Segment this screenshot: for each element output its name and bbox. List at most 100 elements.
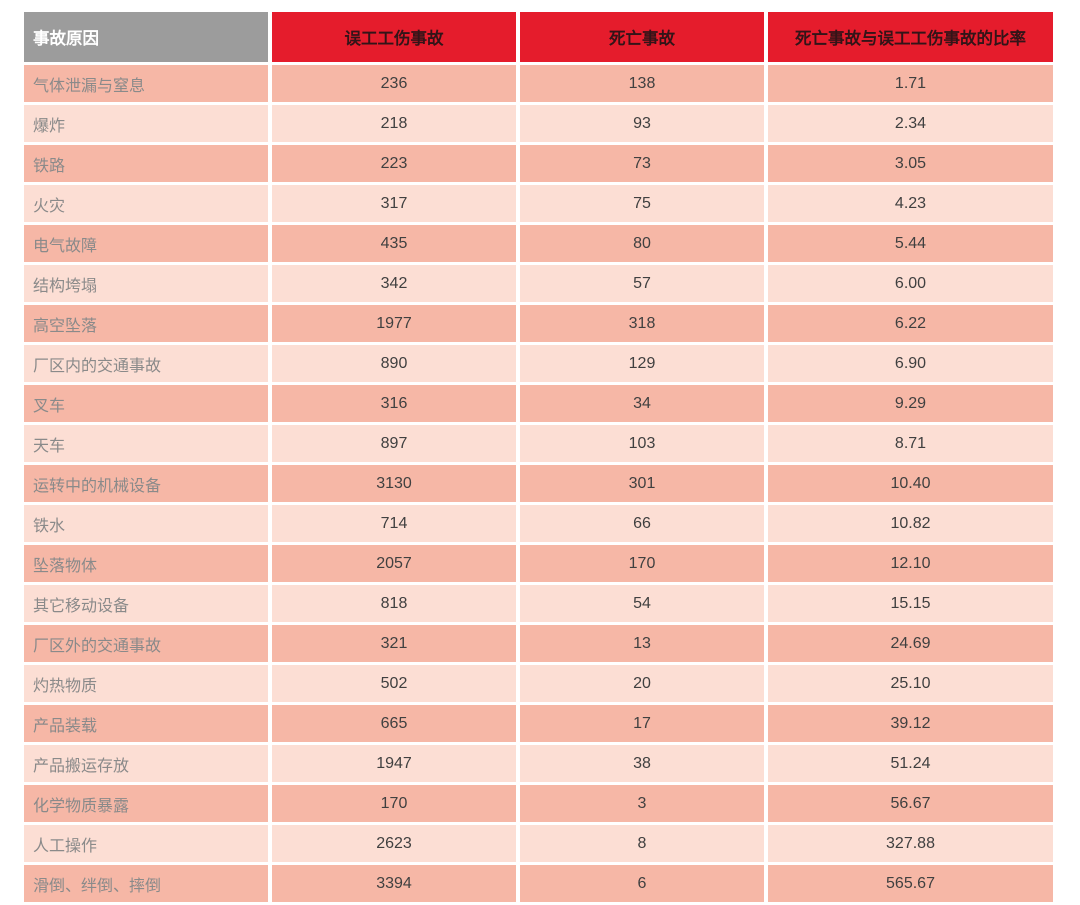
value-cell: 223 (272, 145, 516, 182)
value-cell: 10.82 (768, 505, 1053, 542)
value-cell: 236 (272, 65, 516, 102)
value-cell: 435 (272, 225, 516, 262)
row-label-cell: 化学物质暴露 (24, 785, 268, 822)
value-cell: 714 (272, 505, 516, 542)
table-row: 电气故障 435 80 5.44 (24, 225, 1053, 262)
value-cell: 890 (272, 345, 516, 382)
row-label-cell: 气体泄漏与窒息 (24, 65, 268, 102)
value-cell: 818 (272, 585, 516, 622)
row-label-cell: 厂区外的交通事故 (24, 625, 268, 662)
row-label-cell: 滑倒、绊倒、摔倒 (24, 865, 268, 902)
column-header-accident-cause: 事故原因 (24, 12, 268, 62)
value-cell: 316 (272, 385, 516, 422)
value-cell: 301 (520, 465, 764, 502)
table-row: 厂区内的交通事故 890 129 6.90 (24, 345, 1053, 382)
value-cell: 502 (272, 665, 516, 702)
table-row: 结构垮塌 342 57 6.00 (24, 265, 1053, 302)
value-cell: 327.88 (768, 825, 1053, 862)
table-row: 厂区外的交通事故 321 13 24.69 (24, 625, 1053, 662)
value-cell: 38 (520, 745, 764, 782)
table-row: 坠落物体 2057 170 12.10 (24, 545, 1053, 582)
value-cell: 4.23 (768, 185, 1053, 222)
row-label-cell: 其它移动设备 (24, 585, 268, 622)
table-row: 铁水 714 66 10.82 (24, 505, 1053, 542)
value-cell: 75 (520, 185, 764, 222)
row-label-cell: 爆炸 (24, 105, 268, 142)
value-cell: 170 (272, 785, 516, 822)
table-row: 灼热物质 502 20 25.10 (24, 665, 1053, 702)
value-cell: 3 (520, 785, 764, 822)
row-label-cell: 铁路 (24, 145, 268, 182)
table-row: 天车 897 103 8.71 (24, 425, 1053, 462)
column-header-lost-time-injuries: 误工工伤事故 (272, 12, 516, 62)
row-label-cell: 火灾 (24, 185, 268, 222)
column-header-fatal-accidents: 死亡事故 (520, 12, 764, 62)
table-row: 产品装载 665 17 39.12 (24, 705, 1053, 742)
value-cell: 66 (520, 505, 764, 542)
value-cell: 665 (272, 705, 516, 742)
row-label-cell: 叉车 (24, 385, 268, 422)
value-cell: 218 (272, 105, 516, 142)
value-cell: 5.44 (768, 225, 1053, 262)
table-row: 气体泄漏与窒息 236 138 1.71 (24, 65, 1053, 102)
value-cell: 138 (520, 65, 764, 102)
row-label-cell: 高空坠落 (24, 305, 268, 342)
value-cell: 8 (520, 825, 764, 862)
value-cell: 20 (520, 665, 764, 702)
row-label-cell: 坠落物体 (24, 545, 268, 582)
value-cell: 3394 (272, 865, 516, 902)
value-cell: 103 (520, 425, 764, 462)
row-label-cell: 运转中的机械设备 (24, 465, 268, 502)
value-cell: 1977 (272, 305, 516, 342)
value-cell: 6.00 (768, 265, 1053, 302)
value-cell: 12.10 (768, 545, 1053, 582)
row-label-cell: 结构垮塌 (24, 265, 268, 302)
table-row: 爆炸 218 93 2.34 (24, 105, 1053, 142)
value-cell: 897 (272, 425, 516, 462)
value-cell: 34 (520, 385, 764, 422)
row-label-cell: 电气故障 (24, 225, 268, 262)
value-cell: 39.12 (768, 705, 1053, 742)
accident-statistics-table: 事故原因 误工工伤事故 死亡事故 死亡事故与误工工伤事故的比率 气体泄漏与窒息 2… (20, 9, 1057, 905)
table-row: 运转中的机械设备 3130 301 10.40 (24, 465, 1053, 502)
column-header-fatal-to-lost-time-ratio: 死亡事故与误工工伤事故的比率 (768, 12, 1053, 62)
table-row: 高空坠落 1977 318 6.22 (24, 305, 1053, 342)
value-cell: 317 (272, 185, 516, 222)
row-label-cell: 人工操作 (24, 825, 268, 862)
value-cell: 3130 (272, 465, 516, 502)
value-cell: 565.67 (768, 865, 1053, 902)
value-cell: 129 (520, 345, 764, 382)
value-cell: 17 (520, 705, 764, 742)
value-cell: 15.15 (768, 585, 1053, 622)
value-cell: 342 (272, 265, 516, 302)
value-cell: 1947 (272, 745, 516, 782)
value-cell: 80 (520, 225, 764, 262)
value-cell: 6 (520, 865, 764, 902)
table-row: 铁路 223 73 3.05 (24, 145, 1053, 182)
table-row: 滑倒、绊倒、摔倒 3394 6 565.67 (24, 865, 1053, 902)
value-cell: 56.67 (768, 785, 1053, 822)
value-cell: 3.05 (768, 145, 1053, 182)
table-row: 其它移动设备 818 54 15.15 (24, 585, 1053, 622)
page-background: 事故原因 误工工伤事故 死亡事故 死亡事故与误工工伤事故的比率 气体泄漏与窒息 2… (24, 12, 1053, 902)
row-label-cell: 天车 (24, 425, 268, 462)
value-cell: 6.90 (768, 345, 1053, 382)
value-cell: 318 (520, 305, 764, 342)
value-cell: 9.29 (768, 385, 1053, 422)
value-cell: 1.71 (768, 65, 1053, 102)
value-cell: 2623 (272, 825, 516, 862)
value-cell: 10.40 (768, 465, 1053, 502)
value-cell: 51.24 (768, 745, 1053, 782)
row-label-cell: 产品搬运存放 (24, 745, 268, 782)
row-label-cell: 产品装载 (24, 705, 268, 742)
value-cell: 93 (520, 105, 764, 142)
value-cell: 24.69 (768, 625, 1053, 662)
value-cell: 8.71 (768, 425, 1053, 462)
table-row: 火灾 317 75 4.23 (24, 185, 1053, 222)
row-label-cell: 铁水 (24, 505, 268, 542)
header-row: 事故原因 误工工伤事故 死亡事故 死亡事故与误工工伤事故的比率 (24, 12, 1053, 62)
value-cell: 73 (520, 145, 764, 182)
table-row: 人工操作 2623 8 327.88 (24, 825, 1053, 862)
value-cell: 54 (520, 585, 764, 622)
value-cell: 57 (520, 265, 764, 302)
